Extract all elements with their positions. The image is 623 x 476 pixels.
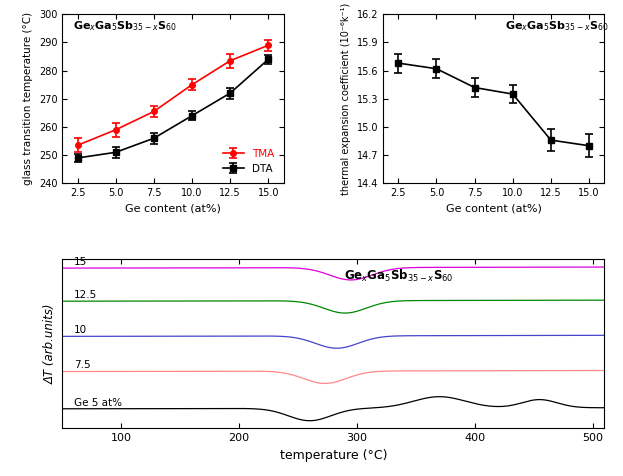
Text: Ge$_x$Ga$_5$Sb$_{35-x}$S$_{60}$: Ge$_x$Ga$_5$Sb$_{35-x}$S$_{60}$ xyxy=(344,268,454,284)
Legend: TMA, DTA: TMA, DTA xyxy=(219,145,278,178)
Text: 12.5: 12.5 xyxy=(74,290,97,300)
Text: Ge$_x$Ga$_5$Sb$_{35-x}$S$_{60}$: Ge$_x$Ga$_5$Sb$_{35-x}$S$_{60}$ xyxy=(74,20,177,33)
Text: 15: 15 xyxy=(74,257,87,267)
X-axis label: temperature (°C): temperature (°C) xyxy=(280,449,387,462)
Text: 7.5: 7.5 xyxy=(74,360,91,370)
X-axis label: Ge content (at%): Ge content (at%) xyxy=(446,204,541,214)
Text: 10: 10 xyxy=(74,325,87,335)
Text: Ge$_x$Ga$_5$Sb$_{35-x}$S$_{60}$: Ge$_x$Ga$_5$Sb$_{35-x}$S$_{60}$ xyxy=(505,20,608,33)
Y-axis label: ΔT (arb.units): ΔT (arb.units) xyxy=(44,304,57,384)
X-axis label: Ge content (at%): Ge content (at%) xyxy=(125,204,221,214)
Y-axis label: thermal expansion coefficient (10⁻⁶k⁻¹): thermal expansion coefficient (10⁻⁶k⁻¹) xyxy=(341,3,351,195)
Text: Ge 5 at%: Ge 5 at% xyxy=(74,398,122,408)
Y-axis label: glass transition temperature (°C): glass transition temperature (°C) xyxy=(23,12,33,185)
